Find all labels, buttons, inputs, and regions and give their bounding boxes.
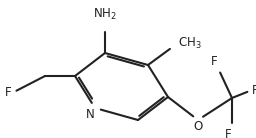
Text: F: F [225,128,232,138]
Text: N: N [86,108,95,121]
Text: O: O [193,120,203,133]
Text: CH$_3$: CH$_3$ [178,35,202,51]
Text: F: F [211,55,218,68]
Text: F: F [5,87,12,99]
Text: NH$_2$: NH$_2$ [93,7,117,22]
Text: F: F [252,83,256,96]
